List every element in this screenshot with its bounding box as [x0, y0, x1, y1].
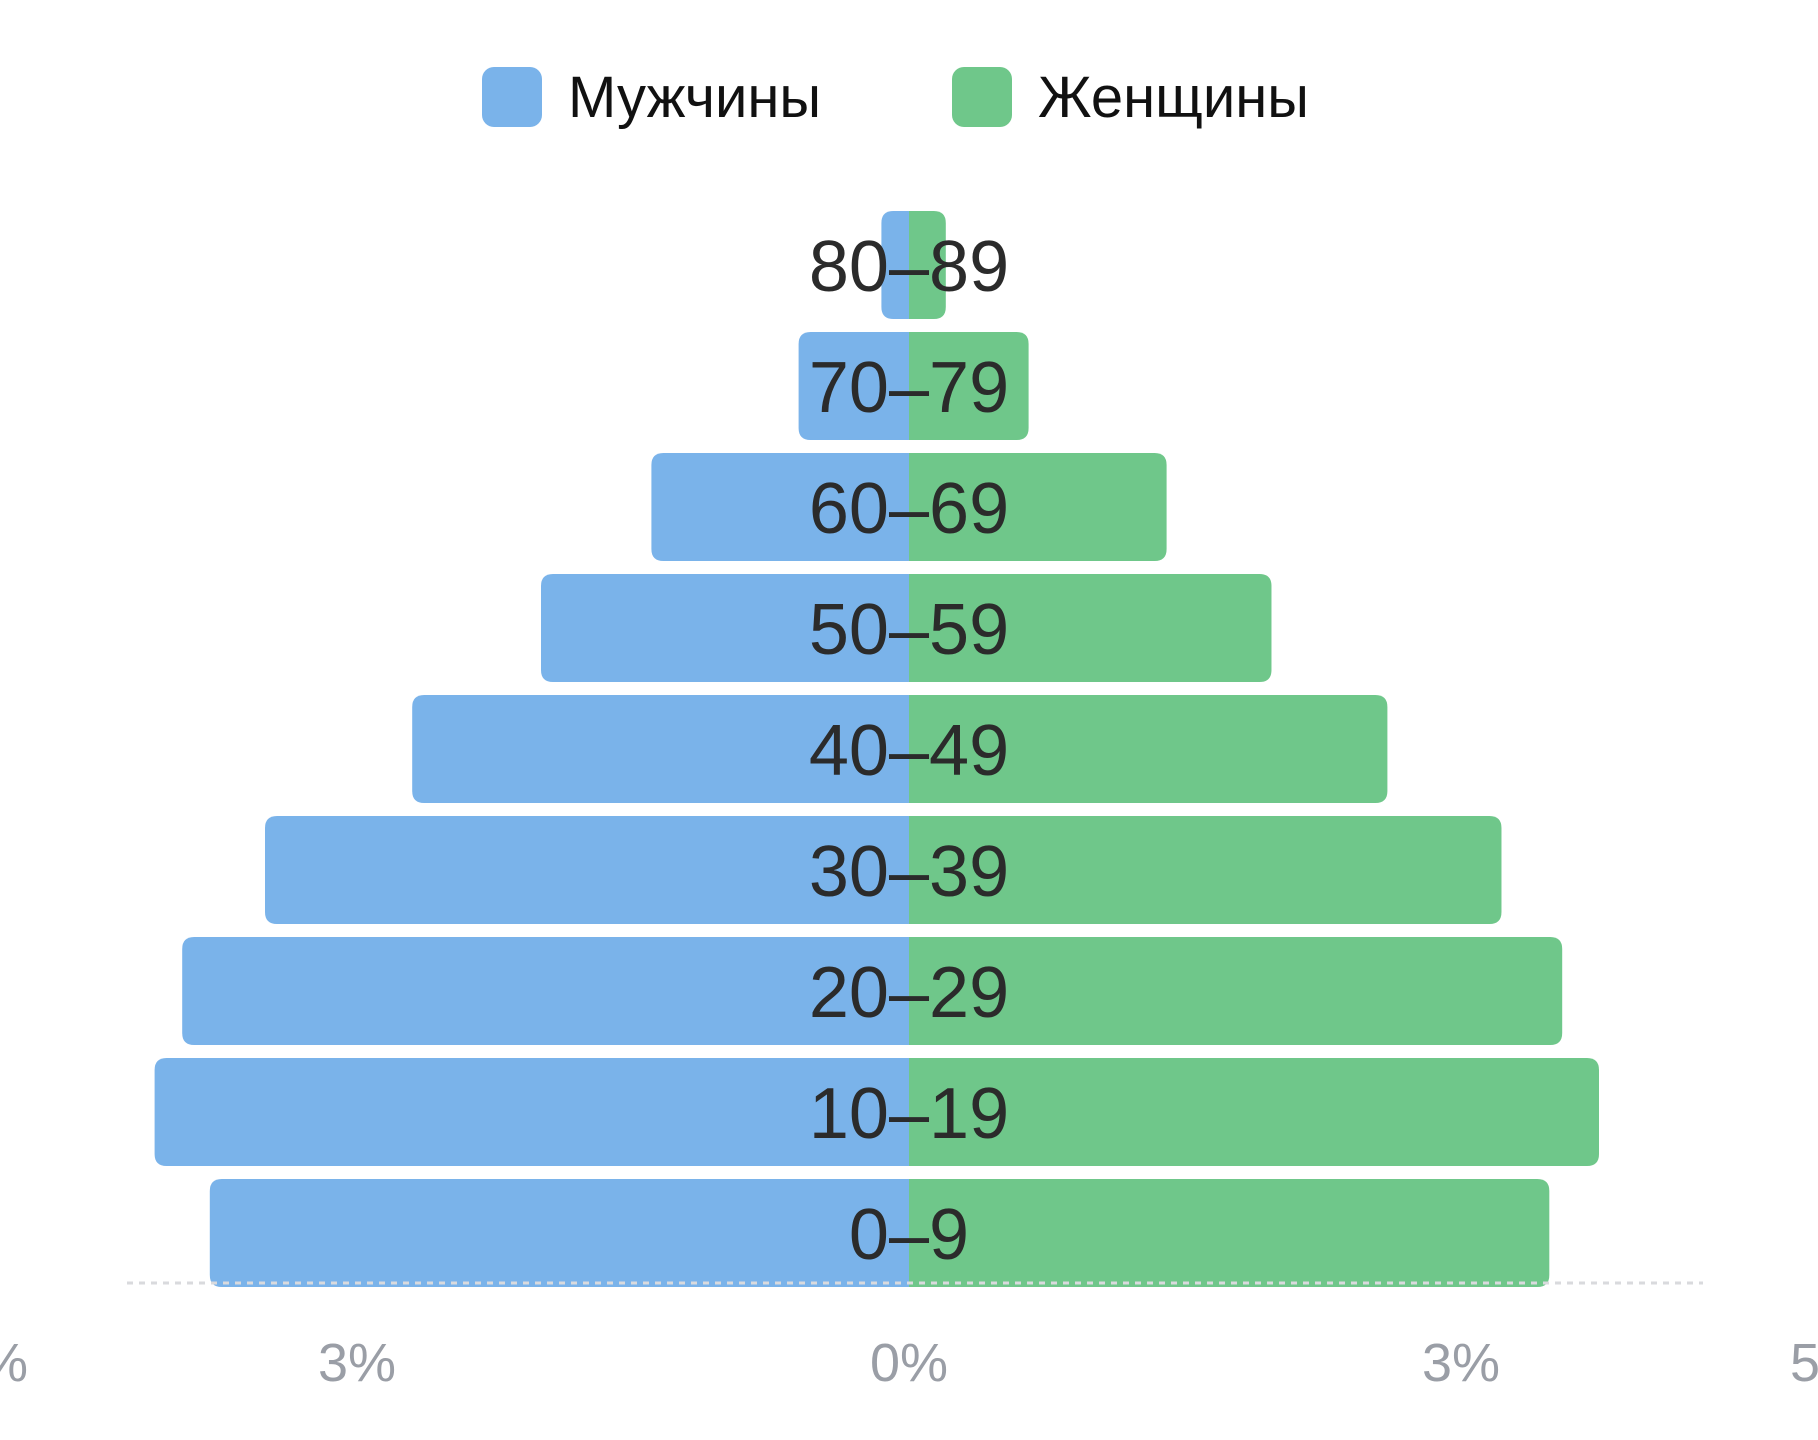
bar-male-50-59 [541, 574, 909, 682]
legend-label-female: Женщины [1038, 65, 1309, 130]
x-tick-label: 3% [1422, 1333, 1500, 1393]
bar-male-80-89 [881, 211, 909, 319]
bar-female-40-49 [909, 695, 1388, 803]
bar-female-30-39 [909, 816, 1502, 924]
bar-female-50-59 [909, 574, 1272, 682]
bar-female-0-9 [909, 1179, 1550, 1287]
bar-female-10-19 [909, 1058, 1599, 1166]
bar-male-30-39 [265, 816, 909, 924]
age-labels: 80–89 70–79 60–69 50–59 40–49 30–39 20–29 10–19… [809, 227, 1009, 1275]
age-label-30-39: 30–39 [809, 832, 1009, 912]
legend-swatch-female [952, 67, 1012, 127]
age-label-20-29: 20–29 [809, 953, 1009, 1033]
bar-female-20-29 [909, 937, 1563, 1045]
x-tick-label: 5% [0, 1333, 28, 1393]
bar-male-70-79 [798, 332, 909, 440]
legend-item-male: Мужчины [482, 65, 821, 130]
bar-female-80-89 [909, 211, 946, 319]
bar-female-70-79 [909, 332, 1029, 440]
age-label-70-79: 70–79 [809, 348, 1009, 428]
legend-label-male: Мужчины [568, 65, 821, 130]
age-label-60-69: 60–69 [809, 469, 1009, 549]
age-label-80-89: 80–89 [809, 227, 1009, 307]
bar-female-60-69 [909, 453, 1167, 561]
x-tick-label: 5% [1790, 1333, 1818, 1393]
x-tick-label: 0% [870, 1333, 948, 1393]
legend-swatch-male [482, 67, 542, 127]
legend-item-female: Женщины [952, 65, 1309, 130]
bar-male-0-9 [209, 1179, 910, 1287]
age-label-40-49: 40–49 [809, 711, 1009, 791]
age-label-10-19: 10–19 [809, 1074, 1009, 1154]
x-tick-label: 3% [318, 1333, 396, 1393]
bars [154, 211, 1599, 1287]
bar-male-20-29 [182, 937, 909, 1045]
x-axis-ticks: 5% 3% 0% 3% 5% [0, 1333, 1818, 1393]
age-label-0-9: 0–9 [849, 1195, 969, 1275]
age-label-50-59: 50–59 [809, 590, 1009, 670]
bar-male-60-69 [651, 453, 909, 561]
bar-male-10-19 [154, 1058, 910, 1166]
bar-male-40-49 [412, 695, 909, 803]
legend: Мужчины Женщины [482, 65, 1309, 130]
